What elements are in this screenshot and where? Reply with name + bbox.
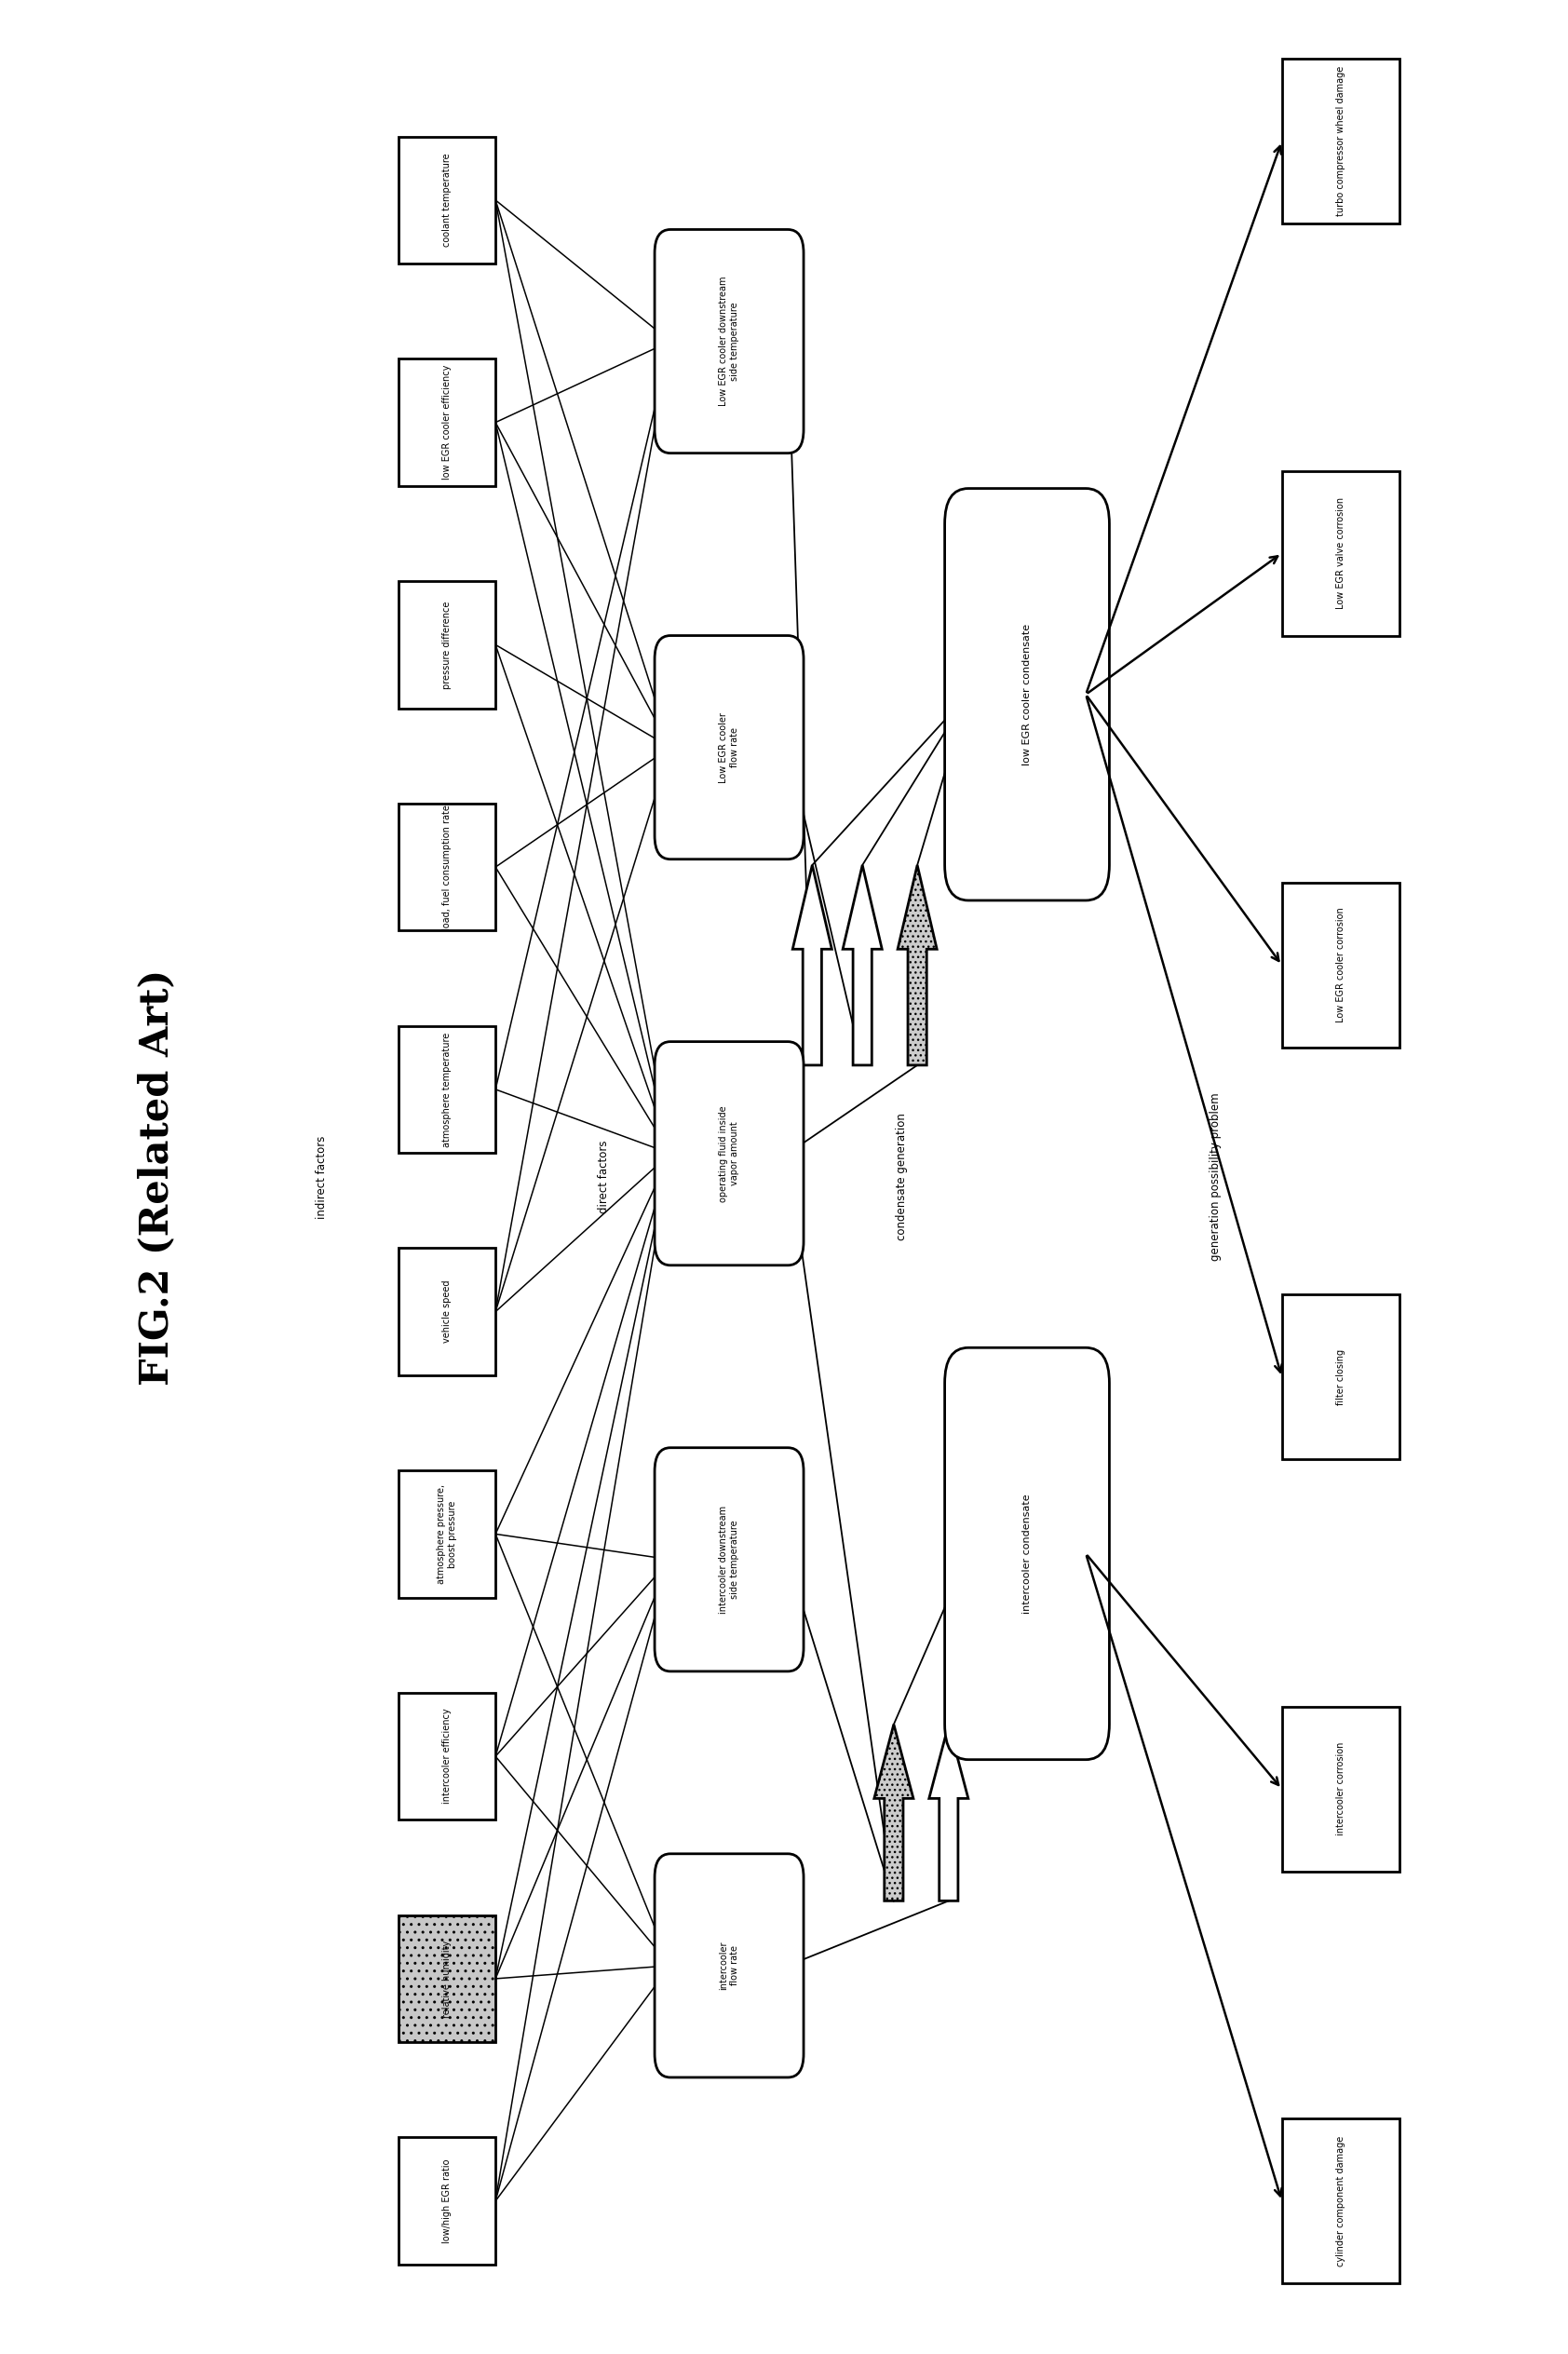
Bar <box>398 1026 495 1153</box>
Bar <box>398 137 495 264</box>
Polygon shape <box>898 866 938 1064</box>
Bar <box>398 1916 495 2043</box>
FancyBboxPatch shape <box>944 1346 1110 1761</box>
Text: low EGR cooler condensate: low EGR cooler condensate <box>1022 624 1032 765</box>
Text: low/high EGR ratio: low/high EGR ratio <box>442 2159 452 2243</box>
Text: Low EGR cooler
flow rate: Low EGR cooler flow rate <box>720 711 739 784</box>
Text: direct factors: direct factors <box>597 1139 610 1215</box>
Bar <box>1283 59 1400 224</box>
Bar <box>398 358 495 485</box>
Polygon shape <box>844 866 881 1064</box>
Text: indirect factors: indirect factors <box>315 1135 328 1219</box>
Polygon shape <box>875 1723 913 1902</box>
Bar <box>398 2137 495 2265</box>
Text: Low EGR valve corrosion: Low EGR valve corrosion <box>1336 497 1345 610</box>
FancyBboxPatch shape <box>944 490 1110 902</box>
Text: pressure difference: pressure difference <box>442 600 452 690</box>
Text: coolant temperature: coolant temperature <box>442 153 452 247</box>
Text: intercooler condensate: intercooler condensate <box>1022 1495 1032 1612</box>
Text: atmosphere pressure,
boost pressure: atmosphere pressure, boost pressure <box>437 1483 456 1584</box>
FancyBboxPatch shape <box>655 231 804 452</box>
Bar <box>1283 2119 1400 2283</box>
Text: Low EGR cooler corrosion: Low EGR cooler corrosion <box>1336 909 1345 1022</box>
FancyBboxPatch shape <box>655 1448 804 1671</box>
Text: FIG.2 (Related Art): FIG.2 (Related Art) <box>138 970 176 1384</box>
Bar <box>1283 1707 1400 1871</box>
Bar <box>1283 883 1400 1048</box>
Polygon shape <box>793 866 831 1064</box>
Text: intercooler corrosion: intercooler corrosion <box>1336 1742 1345 1836</box>
Text: atmosphere temperature: atmosphere temperature <box>442 1031 452 1146</box>
Text: generation possibility problem: generation possibility problem <box>1209 1092 1221 1262</box>
Text: Low EGR cooler downstream
side temperature: Low EGR cooler downstream side temperatu… <box>720 275 739 407</box>
Text: vehicle speed: vehicle speed <box>442 1281 452 1344</box>
Bar <box>1283 1295 1400 1459</box>
Text: low EGR cooler efficiency: low EGR cooler efficiency <box>442 365 452 480</box>
FancyBboxPatch shape <box>655 636 804 859</box>
Bar <box>398 803 495 930</box>
Text: relative humidity: relative humidity <box>442 1940 452 2017</box>
Text: turbo compressor wheel damage: turbo compressor wheel damage <box>1336 66 1345 217</box>
Bar <box>398 1471 495 1598</box>
Text: load, fuel consumption rate: load, fuel consumption rate <box>442 805 452 930</box>
Text: operating fluid inside
vapor amount: operating fluid inside vapor amount <box>720 1106 739 1201</box>
Text: intercooler efficiency: intercooler efficiency <box>442 1709 452 1803</box>
FancyBboxPatch shape <box>655 1855 804 2076</box>
Text: intercooler
flow rate: intercooler flow rate <box>720 1942 739 1989</box>
Bar <box>398 1248 495 1375</box>
Text: condensate generation: condensate generation <box>895 1113 908 1241</box>
Polygon shape <box>930 1723 969 1902</box>
Bar <box>398 1693 495 1820</box>
Text: cylinder component damage: cylinder component damage <box>1336 2135 1345 2267</box>
Text: intercooler downstream
side temperature: intercooler downstream side temperature <box>720 1507 739 1612</box>
Bar <box>398 581 495 709</box>
Text: filter closing: filter closing <box>1336 1349 1345 1405</box>
Bar <box>1283 471 1400 636</box>
FancyBboxPatch shape <box>655 1040 804 1266</box>
